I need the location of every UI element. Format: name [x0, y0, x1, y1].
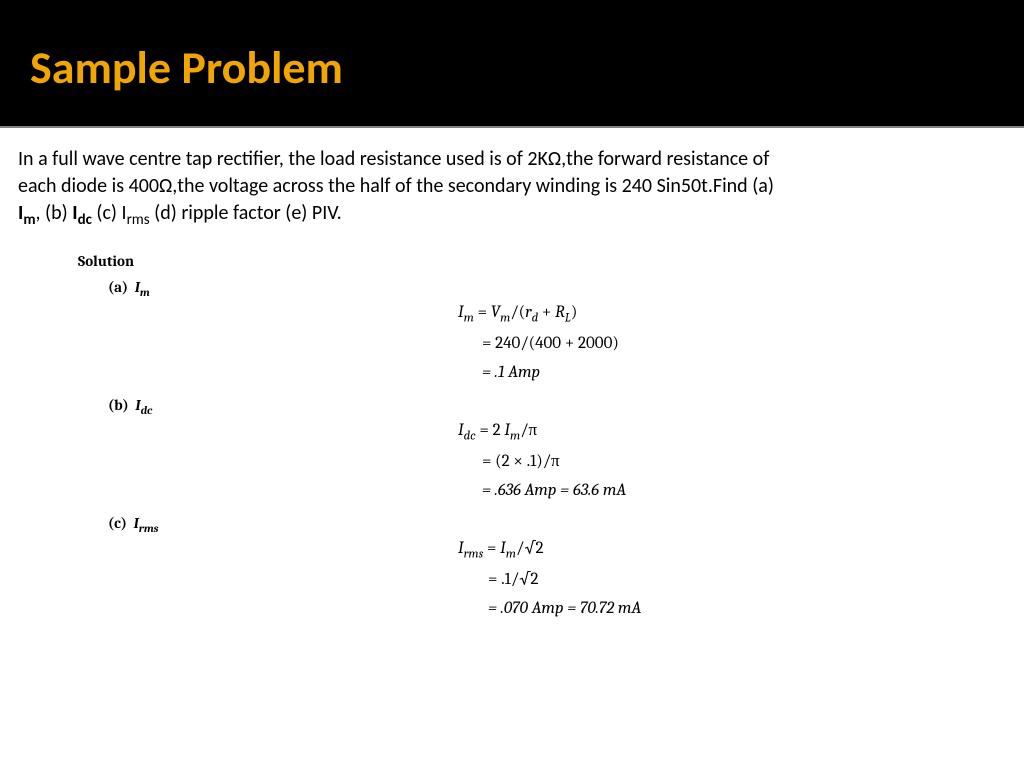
eq-a3: = .1 Amp	[458, 359, 1006, 388]
slide-header: Sample Problem	[0, 0, 1024, 128]
part-c-sub: rms	[139, 522, 159, 535]
eq-a1: Im = Vm/(rd + RL)	[458, 299, 1006, 330]
problem-l3-m2: (c) I	[92, 201, 127, 225]
eq-a2: = 240/(400 + 2000)	[458, 330, 1006, 359]
part-a-label: (a) Im	[78, 278, 1006, 299]
part-c-label: (c) Irms	[78, 514, 1006, 535]
eq-b3: = .636 Amp = 63.6 mA	[458, 477, 1006, 506]
problem-l3-end: (d) ripple factor (e) PIV.	[150, 201, 342, 225]
slide-title: Sample Problem	[30, 40, 994, 96]
solution-area: Solution (a) Im Im = Vm/(rd + RL) = 240/…	[18, 252, 1006, 624]
part-b-label: (b) Idc	[78, 396, 1006, 417]
eq-c3: = .070 Amp = 70.72 mA	[458, 595, 1006, 624]
part-b-letter: (b)	[108, 396, 129, 414]
part-a-letter: (a)	[108, 278, 128, 296]
eq-c2: = .1/√2	[458, 566, 1006, 595]
slide-content: In a full wave centre tap rectifier, the…	[0, 128, 1024, 624]
solution-label: Solution	[78, 252, 1006, 270]
eq-b2: = (2 × .1)/π	[458, 448, 1006, 477]
problem-l3-s3: rms	[127, 211, 150, 229]
problem-l3-s2: dc	[78, 211, 92, 229]
problem-statement: In a full wave centre tap rectifier, the…	[18, 146, 1006, 230]
eq-block-c: Irms = Im/√2 = .1/√2 = .070 Amp = 70.72 …	[458, 535, 1006, 624]
problem-line2: each diode is 400Ω,the voltage across th…	[18, 174, 774, 198]
part-a-sub: m	[140, 286, 150, 299]
part-b-sub: dc	[141, 404, 153, 417]
problem-l3-s1: m	[23, 211, 35, 229]
eq-block-a: Im = Vm/(rd + RL) = 240/(400 + 2000) = .…	[458, 299, 1006, 388]
part-c-letter: (c)	[108, 514, 127, 532]
eq-block-b: Idc = 2 Im/π = (2 × .1)/π = .636 Amp = 6…	[458, 417, 1006, 506]
problem-l3-m1: , (b)	[36, 201, 73, 225]
problem-line1: In a full wave centre tap rectifier, the…	[18, 147, 769, 171]
eq-b1: Idc = 2 Im/π	[458, 417, 1006, 448]
eq-c1: Irms = Im/√2	[458, 535, 1006, 566]
